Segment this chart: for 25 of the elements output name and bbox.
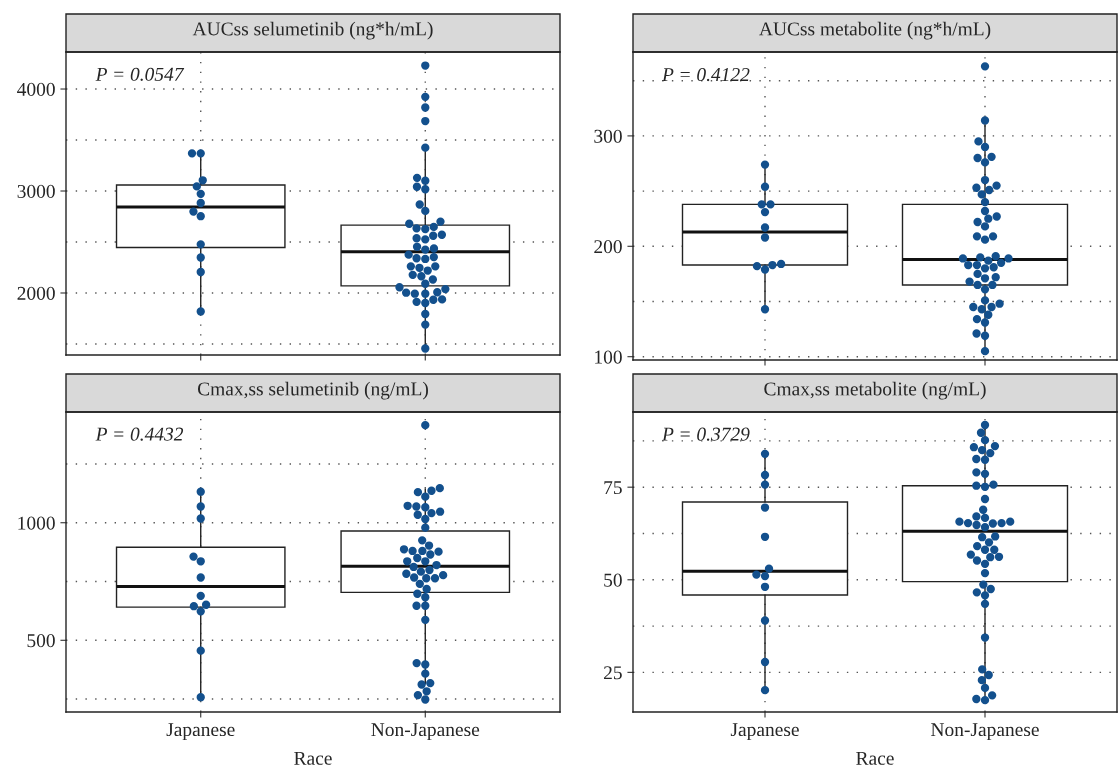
y-tick-label: 50: [604, 573, 622, 587]
x-tick-label: Japanese: [730, 723, 799, 741]
y-tick-label: 4000: [17, 82, 55, 96]
x-tick-label: Japanese: [166, 723, 235, 741]
x-axis-title: Race: [294, 751, 332, 765]
y-tick-label: 25: [603, 666, 622, 680]
y-tick-label: 1000: [18, 516, 55, 530]
y-tick-label: 2000: [17, 286, 55, 300]
chart-title: Cmax,ss selumetinib (ng/mL): [197, 381, 428, 400]
chart-title: AUCss selumetinib (ng*h/mL): [192, 21, 433, 40]
y-tick-label: 3000: [17, 184, 55, 198]
chart-title: AUCss metabolite (ng*h/mL): [759, 21, 991, 40]
y-tick-label: 200: [594, 240, 622, 254]
chart-title: Cmax,ss metabolite (ng/mL): [764, 381, 986, 400]
y-tick-label: 500: [27, 634, 55, 648]
y-tick-label: 300: [594, 129, 622, 143]
annotation: P = 0.4122: [661, 67, 750, 82]
y-tick-label: 75: [604, 481, 622, 495]
x-tick-label: Non-Japanese: [931, 723, 1039, 741]
annotation: P = 0.4432: [95, 427, 184, 441]
annotation: P = 0.0547: [95, 67, 185, 81]
y-tick-label: 100: [595, 350, 622, 364]
x-axis-title: Race: [856, 751, 894, 765]
x-tick-label: Non-Japanese: [371, 723, 480, 741]
annotation: P = 0.3729: [661, 427, 750, 441]
